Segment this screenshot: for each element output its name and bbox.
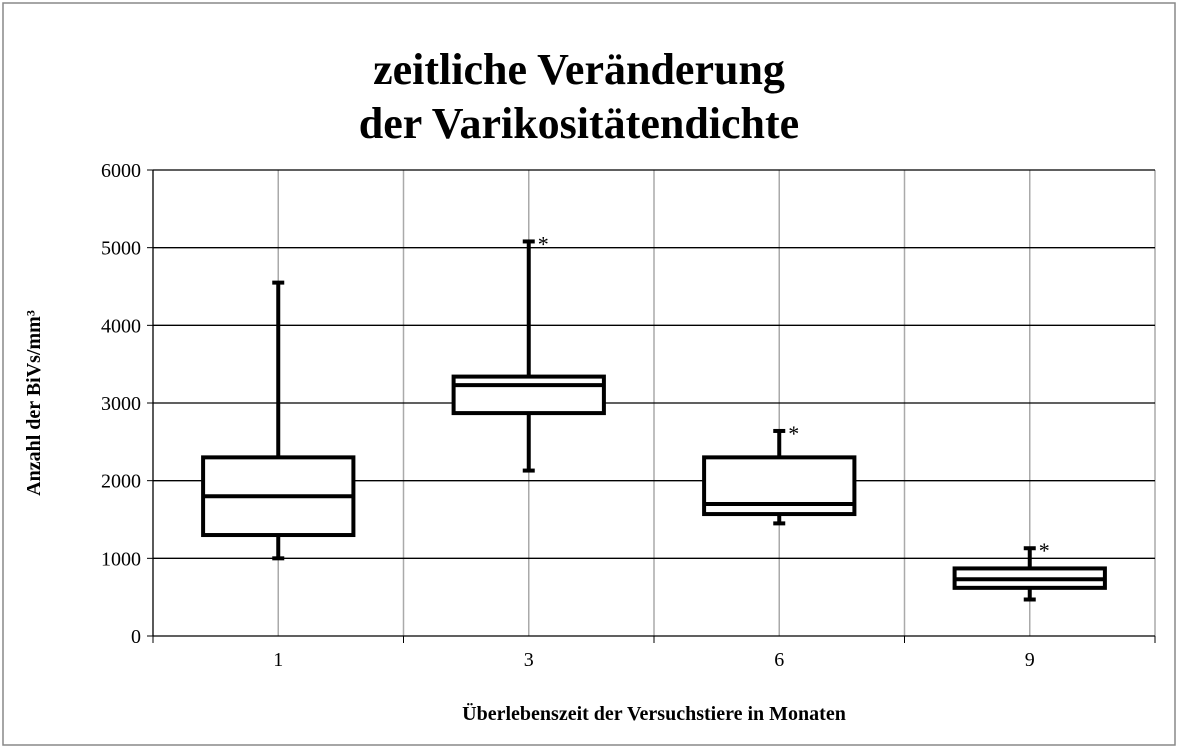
chart-title: zeitliche Veränderung	[373, 45, 785, 94]
annotation: *	[1039, 538, 1050, 563]
y-axis-label: Anzahl der BiVs/mm³	[23, 310, 45, 496]
x-tick-label: 6	[774, 649, 784, 671]
box	[451, 374, 606, 416]
y-tick-label: 1000	[101, 548, 141, 570]
y-tick-label: 4000	[101, 315, 141, 337]
x-tick-label: 1	[273, 649, 283, 671]
y-tick-label: 2000	[101, 471, 141, 493]
x-tick-label: 3	[524, 649, 534, 671]
y-tick-label: 6000	[101, 160, 141, 182]
chart-title: der Varikositätendichte	[359, 99, 799, 148]
annotation: *	[788, 421, 799, 446]
annotation: *	[538, 231, 549, 256]
y-tick-label: 3000	[101, 393, 141, 415]
x-tick-label: 9	[1025, 649, 1035, 671]
x-axis-label: Überlebenszeit der Versuchstiere in Mona…	[462, 702, 846, 725]
y-tick-label: 5000	[101, 238, 141, 260]
y-tick-label: 0	[131, 626, 141, 648]
